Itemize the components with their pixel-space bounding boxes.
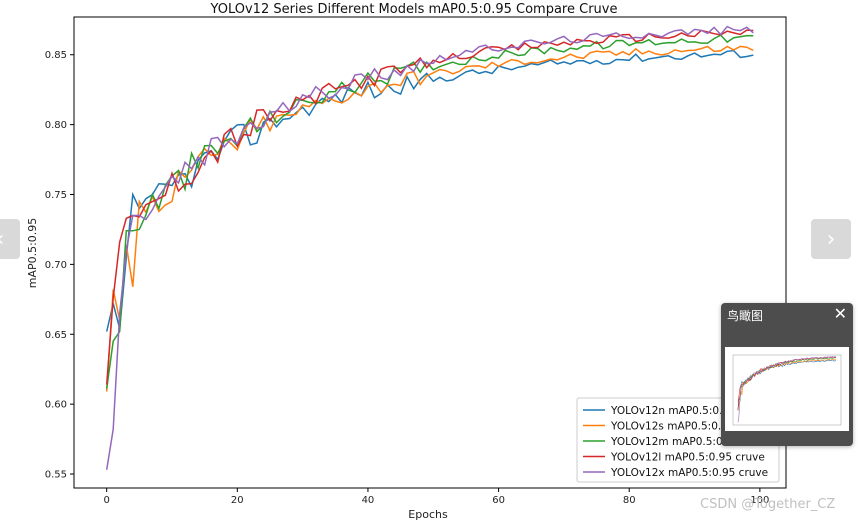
thumbnail-series-line <box>737 357 836 411</box>
chevron-left-icon: ‹ <box>0 227 4 252</box>
previous-image-button[interactable]: ‹ <box>0 219 20 259</box>
y-axis-ticks: 0.55 0.60 0.65 0.70 0.75 0.80 0.85 <box>45 50 74 481</box>
x-tick-label: 20 <box>231 495 244 506</box>
close-icon[interactable]: ✕ <box>833 304 847 323</box>
chart-title: YOLOv12 Series Different Models mAP0.5:0… <box>210 2 618 17</box>
x-tick-label: 80 <box>623 495 636 506</box>
thumbnail-series-line <box>737 359 837 411</box>
x-tick-label: 0 <box>103 495 109 506</box>
y-tick-label: 0.60 <box>45 400 67 411</box>
x-tick-label: 40 <box>362 495 375 506</box>
y-tick-label: 0.80 <box>45 120 67 131</box>
series-line <box>105 45 754 392</box>
series-line <box>105 34 754 389</box>
plot-area <box>73 16 787 489</box>
thumbnail-series-line <box>737 359 837 402</box>
watermark: CSDN @Together_CZ <box>700 497 836 512</box>
y-tick-label: 0.70 <box>45 260 67 271</box>
thumbnail-frame <box>732 354 842 426</box>
x-tick-label: 100 <box>750 495 769 506</box>
y-axis-label: mAP0.5:0.95 <box>26 218 39 289</box>
series-group <box>105 25 754 470</box>
x-axis-ticks: 0 20 40 60 80 100 <box>103 488 769 506</box>
y-tick-label: 0.55 <box>45 470 67 481</box>
y-tick-label: 0.85 <box>45 50 67 61</box>
x-tick-label: 60 <box>492 495 505 506</box>
next-image-button[interactable]: › <box>811 219 851 259</box>
series-line <box>105 29 754 385</box>
series-line <box>105 49 754 332</box>
x-axis-label: Epochs <box>408 508 448 520</box>
y-tick-label: 0.75 <box>45 190 67 201</box>
legend-entry: YOLOv12l mAP0.5:0.95 cruve <box>610 452 765 464</box>
thumbnail-series-line <box>737 356 837 423</box>
legend-entry: YOLOv12x mAP0.5:0.95 cruve <box>610 467 768 479</box>
y-tick-label: 0.65 <box>45 330 67 341</box>
birdseye-thumbnail[interactable] <box>725 347 849 431</box>
thumbnail-series-line <box>737 356 837 410</box>
chevron-right-icon: › <box>826 226 836 252</box>
birdseye-title: 鸟瞰图 <box>727 309 764 323</box>
birdseye-panel: 鸟瞰图 ✕ <box>721 303 853 446</box>
series-line <box>105 25 754 470</box>
thumbnail-chart <box>732 354 842 426</box>
